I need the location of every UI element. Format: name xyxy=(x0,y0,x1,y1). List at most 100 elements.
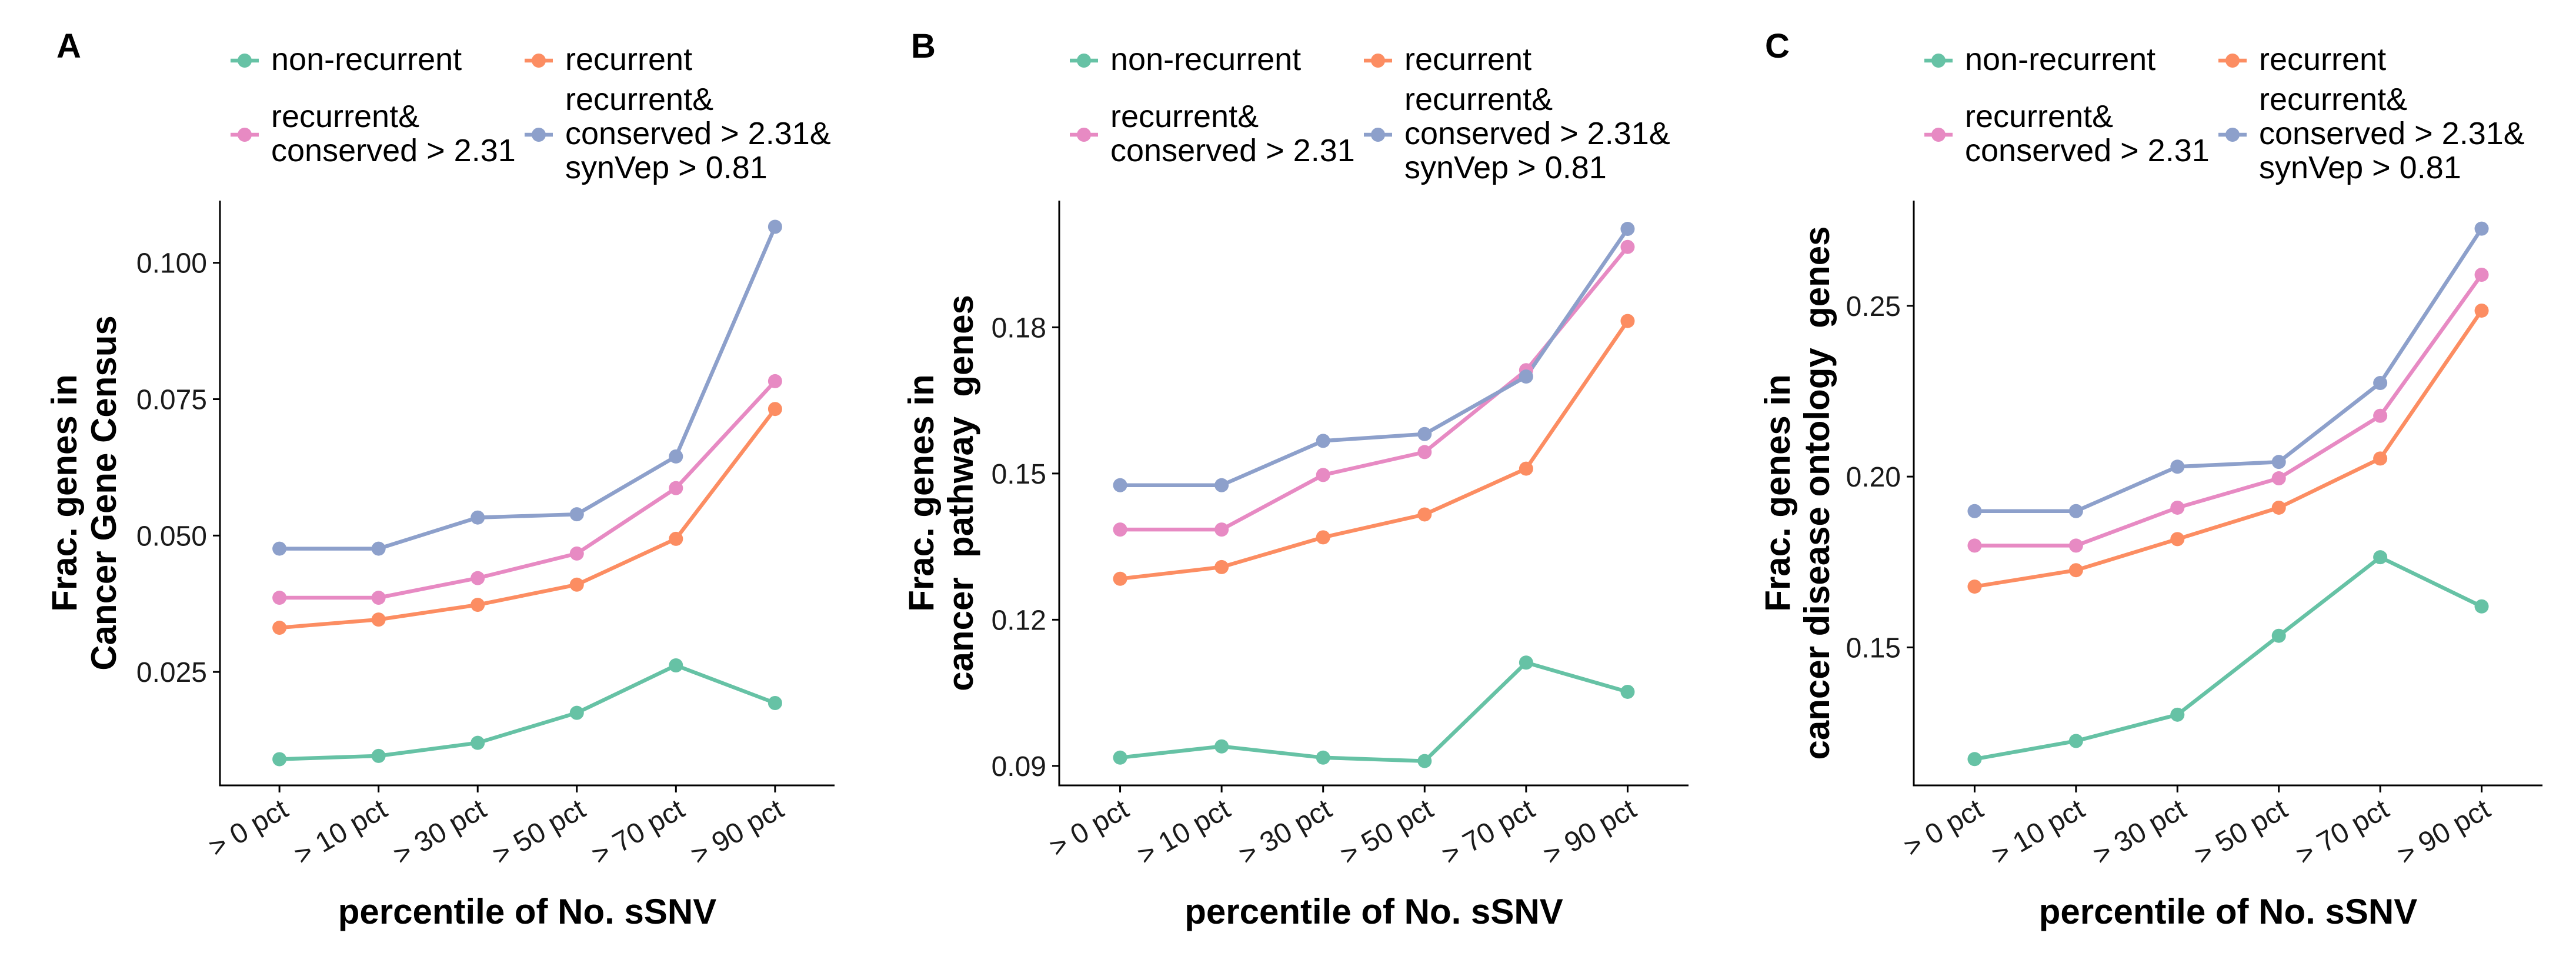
series-line xyxy=(277,379,778,600)
y-tick-label: 0.20 xyxy=(1846,462,1901,493)
panel-label: A xyxy=(56,27,81,65)
data-point xyxy=(1967,538,1982,553)
legend-label: conserved > 2.31 xyxy=(271,133,516,168)
series-line xyxy=(1118,661,1630,763)
y-axis-title: Frac. genes in xyxy=(45,374,84,611)
x-axis-title: percentile of No. sSNV xyxy=(2039,892,2417,931)
x-axis-title: percentile of No. sSNV xyxy=(1184,892,1563,931)
data-point xyxy=(471,598,485,612)
legend-key-point xyxy=(238,128,252,142)
data-point xyxy=(1967,752,1982,767)
legend-key-point xyxy=(1077,54,1091,68)
data-point xyxy=(272,591,287,605)
data-point xyxy=(1316,750,1330,765)
legend-item: recurrent&conserved > 2.31&synVep > 0.81 xyxy=(525,82,831,185)
data-point xyxy=(669,658,683,673)
data-point xyxy=(1113,571,1127,586)
data-point xyxy=(371,541,386,556)
data-point xyxy=(2271,628,2286,643)
series-line xyxy=(277,407,778,630)
y-tick-label: 0.12 xyxy=(992,605,1046,636)
data-point xyxy=(1214,559,1229,574)
legend-item: non-recurrent xyxy=(1924,42,2155,77)
data-point xyxy=(2068,563,2083,578)
legend-key-point xyxy=(2225,54,2240,68)
data-point xyxy=(471,735,485,750)
legend-item: non-recurrent xyxy=(1070,42,1301,77)
data-point xyxy=(2474,267,2489,282)
data-point xyxy=(2474,599,2489,614)
legend-item: recurrent&conserved > 2.31 xyxy=(1070,99,1355,168)
data-point xyxy=(471,571,485,585)
data-point xyxy=(1620,239,1635,254)
data-point xyxy=(371,591,386,605)
y-tick-label: 0.050 xyxy=(136,521,207,552)
y-axis-title: Cancer Gene Census xyxy=(84,315,124,671)
legend-item: recurrent&conserved > 2.31 xyxy=(231,99,516,168)
legend-item: recurrent xyxy=(525,42,692,77)
data-point xyxy=(768,374,782,388)
data-point xyxy=(2271,500,2286,515)
legend-item: recurrent&conserved > 2.31&synVep > 0.81 xyxy=(1364,82,1670,185)
y-tick-label: 0.09 xyxy=(992,751,1046,782)
data-point xyxy=(2170,532,2185,547)
legend-label: non-recurrent xyxy=(1110,42,1301,77)
data-point xyxy=(768,402,782,417)
data-point xyxy=(569,705,584,720)
series-line xyxy=(277,225,778,551)
panel-label: C xyxy=(1765,27,1790,65)
legend-label: conserved > 2.31& xyxy=(2259,116,2525,151)
y-tick-label: 0.25 xyxy=(1846,291,1901,322)
y-tick-label: 0.100 xyxy=(136,248,207,279)
legend-item: recurrent&conserved > 2.31&synVep > 0.81 xyxy=(2218,82,2525,185)
legend-label: recurrent& xyxy=(271,99,419,134)
data-point xyxy=(1214,739,1229,754)
legend-label: recurrent& xyxy=(1965,99,2113,134)
legend-label: conserved > 2.31 xyxy=(1110,133,1355,168)
legend: non-recurrent recurrent recurrent&conserve… xyxy=(231,42,831,185)
data-point xyxy=(669,449,683,464)
series-line xyxy=(1973,308,2484,589)
data-point xyxy=(1519,461,1533,476)
data-point xyxy=(1417,427,1432,441)
data-point xyxy=(1417,507,1432,522)
data-point xyxy=(2068,504,2083,518)
data-point xyxy=(1316,530,1330,545)
data-point xyxy=(1316,434,1330,448)
series-line xyxy=(1118,226,1630,487)
data-point xyxy=(2068,734,2083,748)
data-point xyxy=(1620,314,1635,328)
legend-label: recurrent& xyxy=(1404,82,1553,117)
legend-label: recurrent xyxy=(565,42,692,77)
y-axis-title: Frac. genes in xyxy=(902,374,941,611)
data-point xyxy=(768,219,782,234)
data-point xyxy=(669,531,683,546)
legend-key-point xyxy=(1931,128,1946,142)
data-point xyxy=(1417,445,1432,459)
legend-item: recurrent xyxy=(1364,42,1531,77)
legend: non-recurrent recurrent recurrent&conserve… xyxy=(1924,42,2525,185)
data-point xyxy=(1214,522,1229,537)
series-line xyxy=(1973,272,2484,548)
legend-label: recurrent& xyxy=(1110,99,1259,134)
data-point xyxy=(272,621,287,635)
data-point xyxy=(1316,468,1330,482)
data-point xyxy=(2170,707,2185,722)
legend-label: non-recurrent xyxy=(1965,42,2155,77)
x-axis-title: percentile of No. sSNV xyxy=(338,892,716,931)
data-point xyxy=(1214,478,1229,492)
data-point xyxy=(1113,478,1127,492)
legend-label: recurrent xyxy=(2259,42,2386,77)
data-point xyxy=(1967,504,1982,518)
y-tick-label: 0.025 xyxy=(136,657,207,688)
data-point xyxy=(1519,369,1533,384)
legend-key-point xyxy=(532,128,546,142)
data-point xyxy=(1113,750,1127,765)
legend-label: non-recurrent xyxy=(271,42,462,77)
y-axis-title: cancer disease ontology genes xyxy=(1797,226,1837,760)
data-point xyxy=(1967,579,1982,594)
legend-key-point xyxy=(1931,54,1946,68)
data-point xyxy=(2068,538,2083,553)
